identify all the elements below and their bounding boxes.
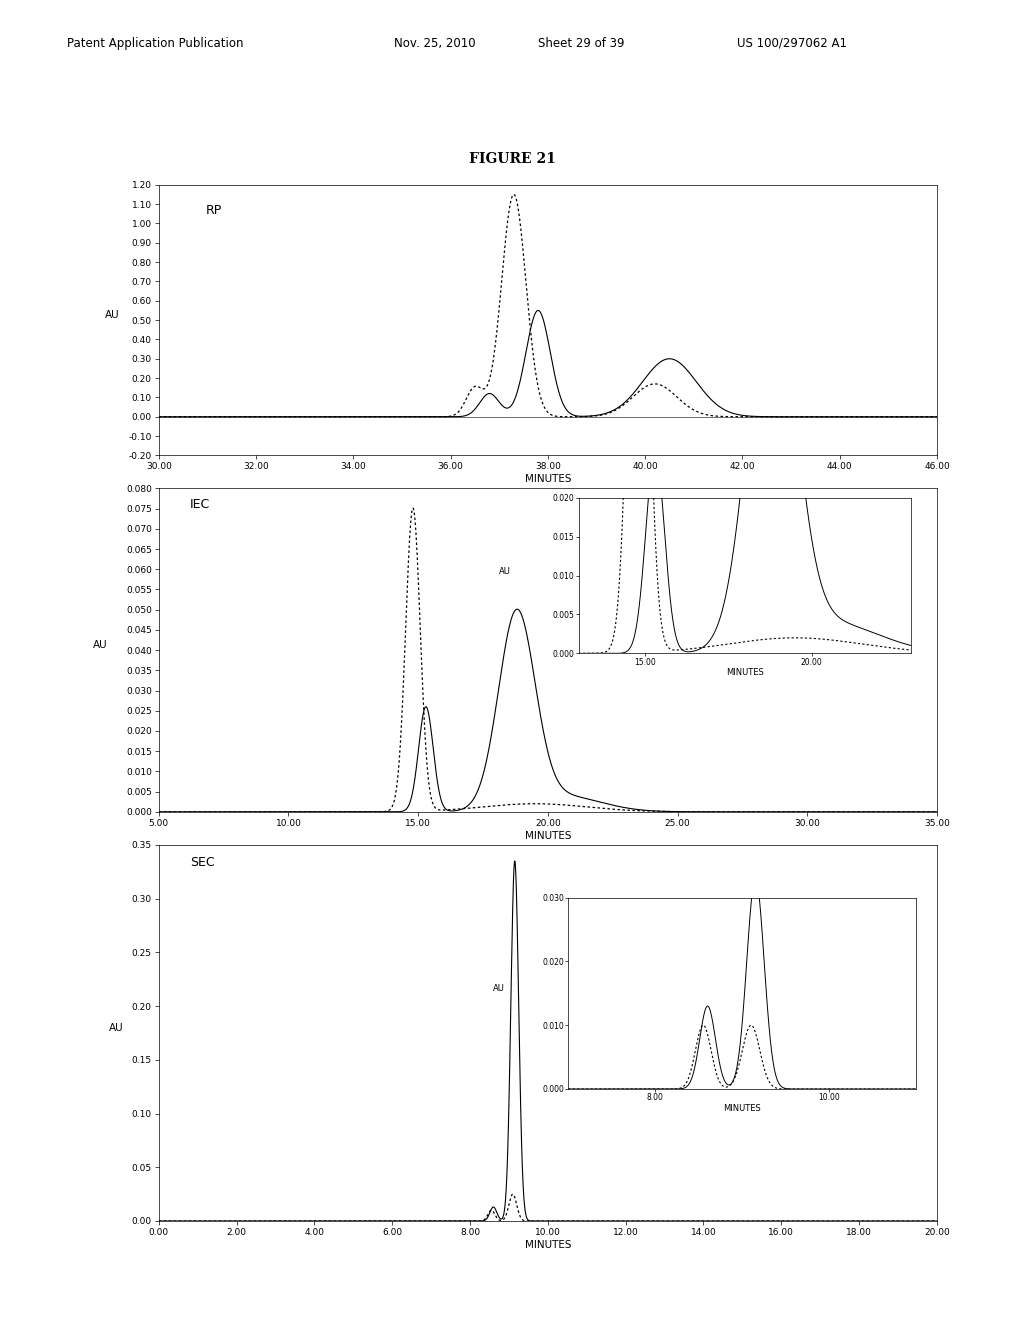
Y-axis label: AU: AU xyxy=(93,640,108,651)
Y-axis label: AU: AU xyxy=(493,985,505,994)
Y-axis label: AU: AU xyxy=(104,310,120,319)
Text: FIGURE 21: FIGURE 21 xyxy=(469,152,555,166)
Text: SEC: SEC xyxy=(189,857,214,869)
Text: Patent Application Publication: Patent Application Publication xyxy=(67,37,243,50)
X-axis label: MINUTES: MINUTES xyxy=(524,830,571,841)
Text: Nov. 25, 2010: Nov. 25, 2010 xyxy=(394,37,476,50)
X-axis label: MINUTES: MINUTES xyxy=(524,474,571,484)
Y-axis label: AU: AU xyxy=(109,1023,123,1032)
Text: Sheet 29 of 39: Sheet 29 of 39 xyxy=(538,37,624,50)
Text: RP: RP xyxy=(206,203,221,216)
X-axis label: MINUTES: MINUTES xyxy=(724,1104,761,1113)
X-axis label: MINUTES: MINUTES xyxy=(726,668,764,677)
Text: IEC: IEC xyxy=(189,498,210,511)
Y-axis label: AU: AU xyxy=(500,566,511,576)
X-axis label: MINUTES: MINUTES xyxy=(524,1239,571,1250)
Text: US 100/297062 A1: US 100/297062 A1 xyxy=(737,37,847,50)
